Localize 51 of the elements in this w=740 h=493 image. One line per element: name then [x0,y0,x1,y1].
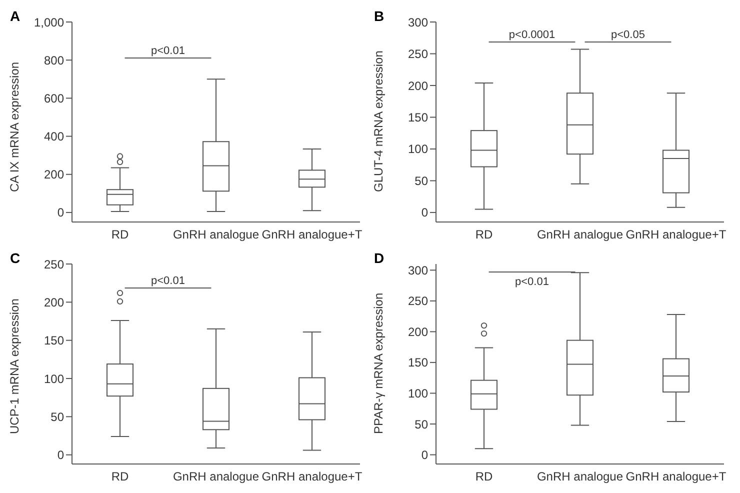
x-tick-label: GnRH analogue [172,228,260,242]
y-tick-label: 250 [44,257,64,272]
y-tick-label: 200 [408,78,428,93]
x-tick-label: RD [475,470,493,484]
y-tick-label: 300 [408,263,428,278]
y-tick-label: 50 [414,174,428,188]
chart-title: C [10,250,20,266]
chart-title: B [374,8,384,24]
y-tick-label: 0 [57,206,64,220]
x-tick-label: GnRH analogue [536,470,624,484]
x-tick-label: GnRH analogue+T [262,470,363,484]
y-tick-label: 0 [421,448,428,462]
y-tick-label: 50 [414,417,428,432]
x-tick-label: GnRH analogue [536,228,624,242]
y-tick-label: 0 [57,448,64,462]
annotation: p<0.05 [611,29,645,41]
y-tick-label: 150 [408,356,428,370]
y-tick-label: 1,000 [34,15,64,30]
annotation: p<0.01 [151,275,185,287]
chart-title: D [374,250,384,266]
y-axis-title: CA IX mRNA expression [7,62,22,192]
y-tick-label: 200 [408,324,428,339]
y-tick-label: 600 [44,91,64,106]
annotation: p<0.0001 [508,29,556,41]
annotation: p<0.01 [151,45,185,57]
y-tick-label: 100 [44,372,64,386]
y-tick-label: 150 [408,110,428,124]
x-tick-label: RD [111,470,129,484]
y-tick-label: 200 [44,168,64,182]
y-axis-title: GLUT-4 mRNA expression [371,50,386,192]
chart-title: A [10,8,20,24]
y-tick-label: 200 [44,295,64,310]
y-tick-label: 50 [50,410,64,424]
y-tick-label: 100 [408,142,428,156]
x-tick-label: GnRH analogue+T [626,470,727,484]
y-axis-title: UCP-1 mRNA expression [7,298,22,434]
y-tick-label: 100 [408,386,428,400]
y-tick-label: 800 [44,53,64,68]
y-tick-label: 250 [408,294,428,308]
y-tick-label: 150 [44,334,64,348]
y-tick-label: 300 [408,15,428,30]
x-tick-label: RD [475,228,493,242]
y-tick-label: 250 [408,47,428,62]
x-tick-label: GnRH analogue [172,470,260,484]
annotation: p<0.01 [515,276,549,288]
y-tick-label: 0 [421,206,428,220]
y-tick-label: 400 [44,130,64,144]
x-tick-label: RD [111,228,129,242]
x-tick-label: GnRH analogue+T [626,228,727,242]
x-tick-label: GnRH analogue+T [262,228,363,242]
y-axis-title: PPAR-γ mRNA expression [371,292,386,434]
